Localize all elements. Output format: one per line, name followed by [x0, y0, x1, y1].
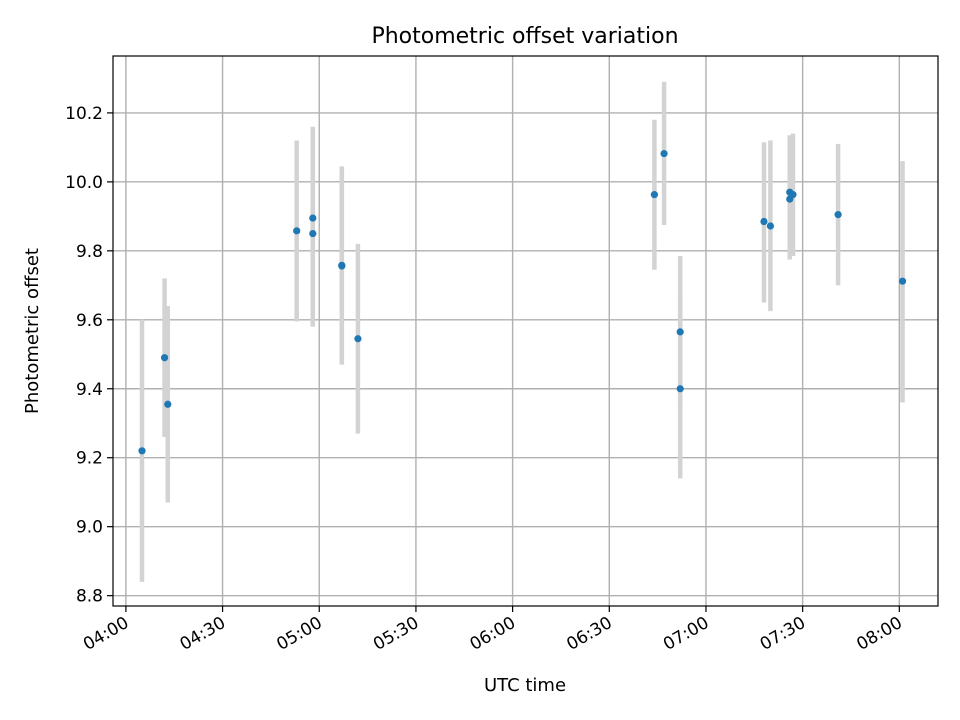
y-tick-label: 9.8	[76, 242, 103, 262]
y-tick-label: 9.6	[76, 311, 103, 331]
chart-title: Photometric offset variation	[371, 24, 678, 49]
y-tick-label: 10.2	[65, 104, 103, 124]
y-tick-label: 8.8	[76, 587, 103, 607]
y-axis-label: Photometric offset	[22, 248, 43, 414]
data-point	[766, 222, 775, 230]
plot-frame	[112, 55, 939, 607]
y-axis-ticks: 8.8 9.0 9.2 9.4 9.6 9.8 10.0 10.2	[65, 104, 113, 607]
grid	[113, 56, 938, 606]
data-point	[676, 385, 684, 393]
data-point	[789, 191, 797, 199]
y-tick-label: 9.2	[76, 449, 103, 469]
data-point	[164, 400, 172, 408]
data-point	[138, 447, 146, 455]
data-points	[138, 149, 907, 455]
data-point	[898, 277, 907, 285]
x-axis-label: UTC time	[484, 675, 566, 696]
data-point	[309, 214, 317, 222]
y-tick-label: 9.4	[76, 380, 103, 400]
y-tick-label: 10.0	[65, 173, 103, 193]
data-point	[354, 335, 362, 343]
data-point	[650, 191, 659, 199]
data-point	[293, 227, 301, 235]
data-point	[660, 149, 668, 158]
data-point	[338, 262, 346, 270]
data-point	[160, 354, 169, 362]
data-point	[760, 217, 768, 226]
data-point	[309, 229, 317, 238]
data-point	[834, 211, 842, 219]
y-tick-label: 9.0	[76, 518, 103, 538]
data-point	[676, 328, 684, 336]
